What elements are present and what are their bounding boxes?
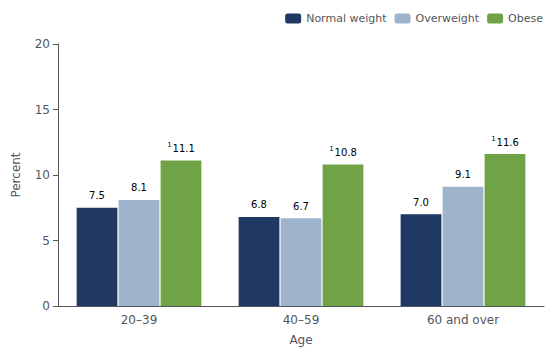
svg-text:20: 20 xyxy=(35,37,50,51)
svg-text:6.7: 6.7 xyxy=(293,201,309,212)
svg-text:10.8: 10.8 xyxy=(335,147,357,158)
svg-text:Normal weight: Normal weight xyxy=(306,12,387,25)
svg-text:7.5: 7.5 xyxy=(89,190,105,201)
svg-text:6.8: 6.8 xyxy=(251,199,267,210)
svg-text:10: 10 xyxy=(35,168,50,182)
svg-text:1: 1 xyxy=(491,135,495,143)
svg-text:5: 5 xyxy=(42,234,50,248)
svg-text:8.1: 8.1 xyxy=(131,182,147,193)
svg-text:Obese: Obese xyxy=(508,12,543,25)
svg-text:11.1: 11.1 xyxy=(173,143,195,154)
svg-text:40–59: 40–59 xyxy=(283,313,320,327)
svg-text:60 and over: 60 and over xyxy=(427,313,499,327)
svg-text:15: 15 xyxy=(35,103,50,117)
svg-text:11.6: 11.6 xyxy=(497,137,519,148)
svg-text:1: 1 xyxy=(329,145,333,153)
svg-text:Percent: Percent xyxy=(9,152,23,197)
svg-text:1: 1 xyxy=(167,141,171,149)
svg-text:9.1: 9.1 xyxy=(455,169,471,180)
svg-text:Overweight: Overweight xyxy=(416,12,480,25)
svg-text:20–39: 20–39 xyxy=(121,313,158,327)
svg-text:7.0: 7.0 xyxy=(413,197,429,208)
svg-text:Age: Age xyxy=(289,333,312,347)
svg-text:0: 0 xyxy=(42,299,50,313)
